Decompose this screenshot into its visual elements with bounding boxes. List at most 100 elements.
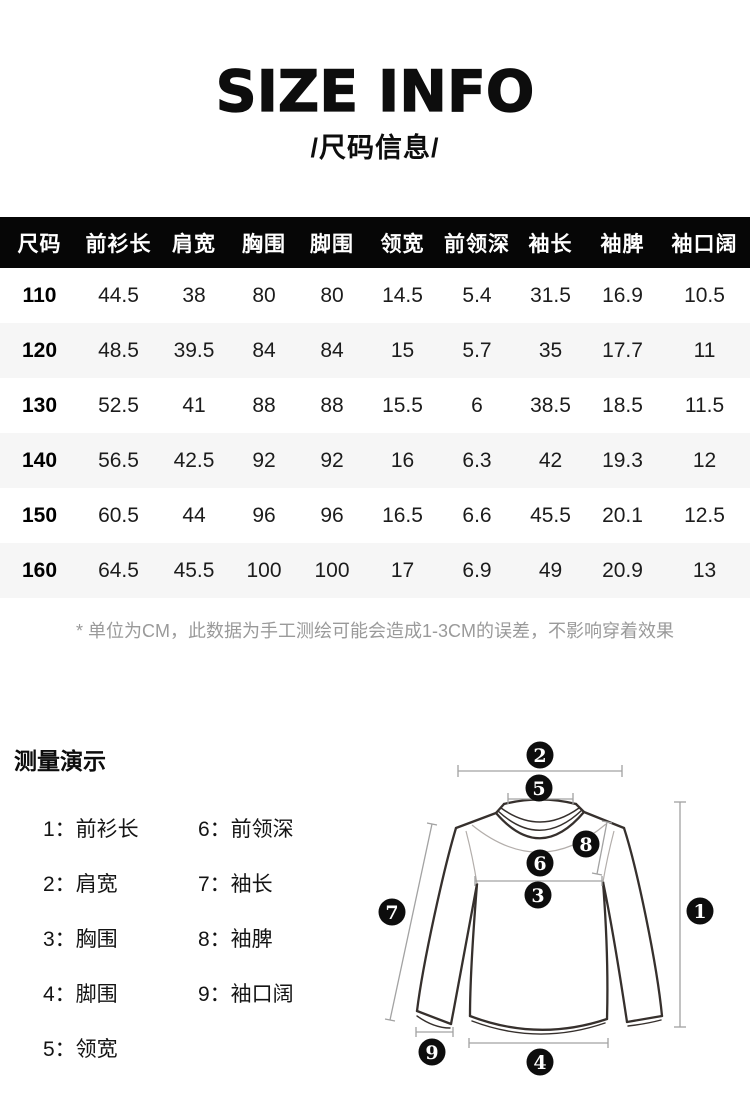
marker-5: 5 — [525, 774, 553, 802]
table-row: 130 52.5 41 88 88 15.5 6 38.5 18.5 11.5 — [0, 378, 750, 433]
measure-line-chest — [474, 876, 603, 886]
size-table: 尺码 前衫长 肩宽 胸围 脚围 领宽 前领深 袖长 袖脾 袖口阔 110 44.5… — [0, 217, 750, 598]
table-cell: 11.5 — [684, 393, 725, 417]
section-title: 测量演示 — [14, 748, 106, 774]
table-cell: 16.5 — [382, 503, 423, 527]
table-cell: 5.7 — [462, 338, 492, 362]
table-cell: 42 — [538, 448, 563, 472]
table-cell: 88 — [320, 393, 344, 417]
table-cell: 31.5 — [530, 283, 571, 307]
table-cell: 44.5 — [98, 283, 139, 307]
table-cell: 100 — [246, 558, 282, 582]
marker-label-7: 7 — [385, 902, 398, 924]
table-cell: 45.5 — [173, 558, 215, 582]
column-header: 领宽 — [366, 217, 439, 268]
table-row: 140 56.5 42.5 92 92 16 6.3 42 19.3 12 — [0, 433, 750, 488]
table-cell: 15 — [390, 338, 415, 362]
marker-label-3: 3 — [531, 885, 544, 907]
table-cell: 92 — [252, 448, 276, 472]
table-row: 160 64.5 45.5 100 100 17 6.9 49 20.9 13 — [0, 543, 750, 598]
table-header: 尺码 前衫长 肩宽 胸围 脚围 领宽 前领深 袖长 袖脾 袖口阔 — [0, 217, 750, 268]
measure-line-sleeve — [384, 822, 438, 1022]
marker-1: 1 — [686, 897, 714, 925]
table-cell: 42.5 — [173, 448, 215, 472]
table-cell: 96 — [252, 503, 276, 527]
table-cell: 6.3 — [462, 448, 492, 472]
table-row: 120 48.5 39.5 84 84 15 5.7 35 17.7 11 — [0, 323, 750, 378]
table-cell: 60.5 — [98, 503, 139, 527]
table-cell: 110 — [22, 283, 57, 307]
table-cell: 92 — [320, 448, 344, 472]
table-row: 110 44.5 38 80 80 14.5 5.4 31.5 16.9 10.5 — [0, 268, 750, 323]
table-cell: 6 — [471, 393, 483, 417]
table-cell: 16.9 — [602, 283, 643, 307]
column-header: 袖口阔 — [659, 217, 750, 268]
column-header: 前衫长 — [79, 217, 158, 268]
table-cell: 52.5 — [98, 393, 139, 417]
table-cell: 84 — [320, 338, 344, 362]
marker-label-5: 5 — [532, 778, 545, 800]
table-cell: 35 — [538, 338, 563, 362]
table-cell: 49 — [538, 558, 563, 582]
table-cell: 13 — [692, 558, 717, 582]
marker-label-2: 2 — [533, 745, 546, 767]
table-cell: 16 — [390, 448, 415, 472]
measure-line-bicep — [591, 820, 613, 876]
measure-line-hem — [468, 1038, 609, 1048]
page-subtitle: /尺码信息/ — [310, 133, 440, 163]
measure-lines — [384, 765, 686, 1048]
column-header: 肩宽 — [158, 217, 230, 268]
list-item: 9：袖口阔 — [198, 983, 294, 1006]
table-cell: 44 — [182, 503, 206, 527]
list-item: 4：脚围 — [43, 983, 118, 1006]
column-header: 胸围 — [230, 217, 298, 268]
column-header: 袖长 — [515, 217, 586, 268]
table-cell: 39.5 — [173, 338, 215, 362]
table-cell: 38 — [182, 283, 206, 307]
column-header: 前领深 — [439, 217, 515, 268]
table-cell: 140 — [21, 448, 58, 472]
column-header: 袖脾 — [586, 217, 659, 268]
table-cell: 17.7 — [602, 338, 643, 362]
list-item: 7：袖长 — [198, 873, 273, 896]
table-cell: 96 — [320, 503, 344, 527]
diagram-markers: 2 5 8 6 3 7 1 — [378, 741, 714, 1076]
measure-list-right: 6：前领深 7：袖长 8：袖脾 9：袖口阔 — [198, 816, 294, 1036]
measure-line-cuff — [415, 1027, 454, 1037]
marker-6: 6 — [526, 849, 554, 877]
column-header: 脚围 — [298, 217, 366, 268]
table-cell: 20.1 — [602, 503, 643, 527]
table-cell: 150 — [21, 503, 58, 527]
table-cell: 12.5 — [684, 503, 725, 527]
list-item: 5：领宽 — [43, 1038, 118, 1061]
marker-4: 4 — [526, 1048, 554, 1076]
marker-label-8: 8 — [579, 834, 592, 856]
table-cell: 10.5 — [684, 283, 725, 307]
table-cell: 19.3 — [602, 448, 643, 472]
table-note: * 单位为CM，此数据为手工测绘可能会造成1-3CM的误差，不影响穿着效果 — [75, 621, 674, 641]
table-cell: 120 — [21, 338, 58, 362]
marker-9: 9 — [418, 1038, 446, 1066]
marker-3: 3 — [524, 881, 552, 909]
table-cell: 130 — [21, 393, 58, 417]
table-row: 150 60.5 44 96 96 16.5 6.6 45.5 20.1 12.5 — [0, 488, 750, 543]
table-cell: 41 — [182, 393, 206, 417]
table-cell: 64.5 — [98, 558, 139, 582]
list-item: 2：肩宽 — [43, 873, 118, 896]
marker-8: 8 — [572, 830, 600, 858]
list-item: 6：前领深 — [198, 818, 294, 841]
list-item: 1：前衫长 — [43, 818, 139, 841]
table-cell: 17 — [390, 558, 415, 582]
table-cell: 88 — [252, 393, 276, 417]
table-cell: 160 — [21, 558, 58, 582]
header-row: 尺码 前衫长 肩宽 胸围 脚围 领宽 前领深 袖长 袖脾 袖口阔 — [0, 217, 750, 268]
marker-2: 2 — [526, 741, 554, 769]
table-cell: 15.5 — [382, 393, 423, 417]
column-header: 尺码 — [0, 217, 79, 268]
table-cell: 5.4 — [462, 283, 492, 307]
marker-label-1: 1 — [693, 901, 706, 923]
page-title: SIZE INFO — [215, 58, 535, 125]
list-item: 8：袖脾 — [198, 928, 273, 951]
table-cell: 11 — [693, 338, 716, 362]
